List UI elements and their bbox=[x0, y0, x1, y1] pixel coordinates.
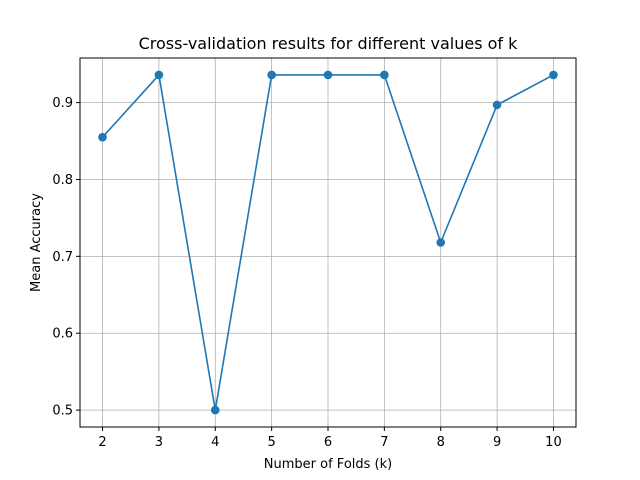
ticks-layer: 2 3 4 5 6 7 8 9 10 0.5 0.6 0.7 0.8 0.9 bbox=[52, 96, 561, 450]
x-tick-label: 8 bbox=[437, 435, 445, 450]
x-tick-label: 9 bbox=[493, 435, 501, 450]
x-tick-label: 4 bbox=[211, 435, 219, 450]
x-tick-label: 5 bbox=[267, 435, 275, 450]
data-point-marker bbox=[436, 238, 446, 247]
y-tick-label: 0.5 bbox=[52, 404, 73, 419]
data-point-marker bbox=[323, 70, 333, 80]
data-point-marker bbox=[267, 70, 276, 80]
x-tick-label: 10 bbox=[545, 435, 562, 450]
x-axis-label: Number of Folds (k) bbox=[264, 457, 392, 472]
data-point-marker bbox=[210, 405, 220, 415]
y-tick-label: 0.6 bbox=[52, 327, 73, 342]
x-tick-label: 3 bbox=[155, 435, 163, 450]
data-point-marker bbox=[549, 70, 558, 80]
x-tick-label: 7 bbox=[380, 435, 388, 450]
y-tick-label: 0.7 bbox=[52, 250, 73, 265]
data-point-marker bbox=[380, 70, 389, 80]
y-axis-label: Mean Accuracy bbox=[29, 193, 44, 292]
y-tick-label: 0.8 bbox=[52, 173, 73, 188]
y-tick-label: 0.9 bbox=[52, 96, 73, 111]
markers-layer bbox=[98, 70, 558, 415]
data-point-marker bbox=[492, 100, 502, 110]
chart-title: Cross-validation results for different v… bbox=[139, 34, 519, 53]
x-tick-label: 2 bbox=[98, 435, 106, 450]
data-point-marker bbox=[98, 132, 107, 142]
data-point-marker bbox=[154, 70, 164, 80]
x-tick-label: 6 bbox=[324, 435, 332, 450]
grid-layer bbox=[80, 58, 576, 427]
